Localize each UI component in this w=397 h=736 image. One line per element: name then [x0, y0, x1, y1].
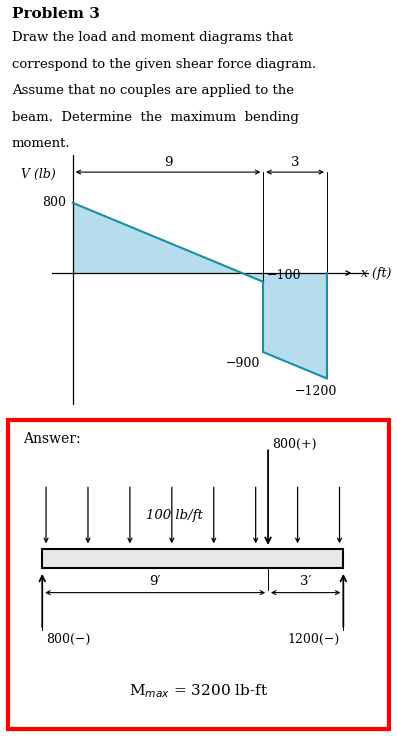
Text: 800: 800	[42, 197, 66, 209]
Text: moment.: moment.	[12, 137, 71, 150]
Text: 100 lb/ft: 100 lb/ft	[146, 509, 202, 522]
Text: 1200(−): 1200(−)	[287, 633, 339, 645]
Bar	[42, 549, 343, 568]
Text: 800(+): 800(+)	[272, 438, 316, 451]
Text: 9′: 9′	[149, 575, 161, 588]
Text: −1200: −1200	[295, 386, 337, 398]
Text: Problem 3: Problem 3	[12, 7, 100, 21]
Text: V (lb): V (lb)	[21, 168, 56, 181]
Text: −900: −900	[225, 356, 260, 369]
Text: Answer:: Answer:	[23, 432, 81, 446]
Text: 3′: 3′	[300, 575, 311, 588]
Text: x (ft): x (ft)	[361, 266, 391, 280]
Text: −100: −100	[266, 269, 301, 282]
Text: 800(−): 800(−)	[46, 633, 91, 645]
Text: M$_{max}$ = 3200 lb-ft: M$_{max}$ = 3200 lb-ft	[129, 683, 268, 701]
Text: 3: 3	[291, 157, 299, 169]
Text: Draw the load and moment diagrams that: Draw the load and moment diagrams that	[12, 31, 293, 44]
Text: Assume that no couples are applied to the: Assume that no couples are applied to th…	[12, 84, 294, 97]
Text: beam.  Determine  the  maximum  bending: beam. Determine the maximum bending	[12, 110, 299, 124]
Text: correspond to the given shear force diagram.: correspond to the given shear force diag…	[12, 57, 316, 71]
Text: 9: 9	[164, 157, 172, 169]
